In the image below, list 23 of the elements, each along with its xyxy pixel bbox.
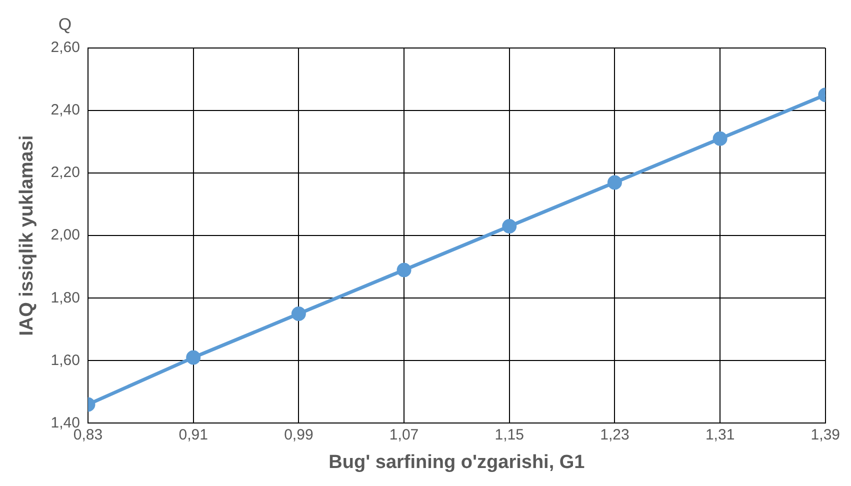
x-tick-label: 1,15 <box>494 426 524 444</box>
y-tick-label: 2,00 <box>50 226 80 244</box>
point <box>291 306 306 322</box>
point <box>186 350 201 365</box>
y-tick-label: 1,60 <box>50 352 80 369</box>
y-tick-label: 2,40 <box>50 102 80 119</box>
x-tick-label: 1,23 <box>600 426 630 444</box>
point <box>712 131 728 146</box>
point <box>607 175 622 190</box>
x-tick-label: 1,07 <box>389 426 419 444</box>
x-tick-label: 1,39 <box>810 426 840 444</box>
y-tick-label: 2,60 <box>50 39 80 56</box>
x-tick-label: 0,83 <box>73 426 103 444</box>
x-tick-label: 1,31 <box>705 426 735 444</box>
x-tick-label: 0,99 <box>284 426 314 444</box>
x-axis-title: Bug' sarfining o'zgarishi, G1 <box>328 452 586 473</box>
point <box>396 262 412 278</box>
point <box>502 218 517 234</box>
y-tick-label: 2,20 <box>50 164 80 182</box>
y-tick-label: 1,80 <box>50 289 80 306</box>
x-tick-label: 0,91 <box>178 426 208 444</box>
text: Q <box>58 15 72 34</box>
y-axis-title: IAQ issiqlik yuklamasi <box>16 135 38 336</box>
